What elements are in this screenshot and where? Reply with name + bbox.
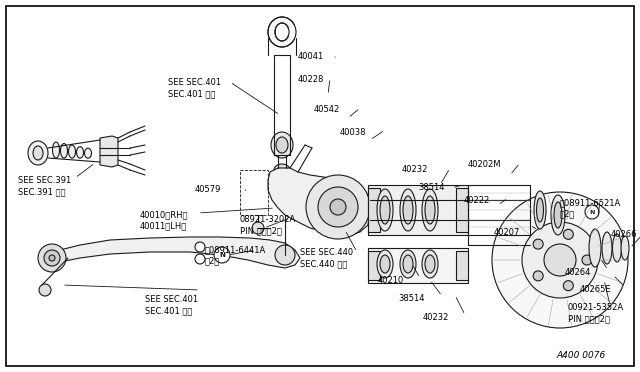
Circle shape [582, 255, 592, 265]
Ellipse shape [68, 145, 76, 158]
Circle shape [195, 242, 205, 252]
Ellipse shape [589, 229, 601, 267]
Ellipse shape [602, 232, 612, 264]
Text: 40038: 40038 [340, 128, 367, 137]
Bar [368, 251, 380, 280]
Circle shape [306, 175, 370, 239]
Circle shape [563, 229, 573, 239]
Circle shape [492, 192, 628, 328]
Text: SEE SEC.440
SEC.440 参照: SEE SEC.440 SEC.440 参照 [300, 248, 353, 269]
Circle shape [563, 281, 573, 291]
Ellipse shape [377, 250, 393, 278]
Circle shape [544, 244, 576, 276]
Text: 40264: 40264 [565, 268, 591, 277]
Circle shape [318, 187, 358, 227]
Circle shape [330, 199, 346, 215]
Ellipse shape [422, 189, 438, 231]
Text: 40579: 40579 [195, 185, 221, 194]
Text: 08921-3202A
PIN ピン（2）: 08921-3202A PIN ピン（2） [240, 215, 296, 236]
Text: 00921-5352A
PIN ピン（2）: 00921-5352A PIN ピン（2） [568, 303, 624, 324]
Polygon shape [268, 168, 370, 235]
Ellipse shape [274, 164, 290, 176]
Ellipse shape [52, 142, 60, 158]
Ellipse shape [400, 189, 416, 231]
Text: 40222: 40222 [464, 196, 490, 205]
Ellipse shape [380, 196, 390, 224]
Text: 40207: 40207 [494, 228, 520, 237]
Text: SEE SEC.401
SEC.401 参照: SEE SEC.401 SEC.401 参照 [145, 295, 198, 316]
Circle shape [275, 245, 295, 265]
Text: 40542: 40542 [314, 105, 340, 114]
Text: 38514: 38514 [418, 183, 445, 192]
Bar [456, 251, 468, 280]
Circle shape [533, 239, 543, 249]
Text: 40228: 40228 [298, 75, 324, 84]
Ellipse shape [534, 191, 546, 229]
Ellipse shape [276, 137, 288, 153]
Text: SEE SEC.391
SEC.391 参照: SEE SEC.391 SEC.391 参照 [18, 176, 71, 197]
Ellipse shape [377, 189, 393, 231]
Ellipse shape [400, 250, 416, 278]
Polygon shape [42, 237, 300, 268]
Text: N: N [589, 209, 595, 215]
Text: SEE SEC.401
SEC.401 参照: SEE SEC.401 SEC.401 参照 [168, 78, 221, 99]
Ellipse shape [380, 255, 390, 273]
Ellipse shape [554, 202, 562, 228]
Circle shape [214, 247, 230, 263]
Ellipse shape [33, 146, 43, 160]
Circle shape [533, 271, 543, 281]
Circle shape [585, 205, 599, 219]
Circle shape [49, 255, 55, 261]
Text: 40210: 40210 [378, 276, 404, 285]
Text: A400 0076: A400 0076 [556, 351, 605, 360]
Ellipse shape [621, 236, 629, 260]
Ellipse shape [403, 196, 413, 224]
Ellipse shape [77, 147, 83, 158]
Circle shape [39, 284, 51, 296]
Text: 40266: 40266 [611, 230, 637, 239]
Text: ⓝ08911-6441A
（2）: ⓝ08911-6441A （2） [205, 245, 266, 266]
Circle shape [252, 222, 264, 234]
Circle shape [195, 254, 205, 264]
Ellipse shape [268, 17, 296, 47]
Circle shape [38, 244, 66, 272]
Ellipse shape [28, 141, 48, 165]
Ellipse shape [425, 255, 435, 273]
Bar [456, 188, 468, 232]
Ellipse shape [612, 234, 621, 262]
Ellipse shape [271, 132, 293, 158]
Circle shape [522, 222, 598, 298]
Ellipse shape [275, 23, 289, 41]
Ellipse shape [536, 198, 543, 222]
Text: 40232: 40232 [423, 313, 449, 322]
Bar [368, 188, 380, 232]
Ellipse shape [551, 195, 565, 235]
Text: 38514: 38514 [398, 294, 424, 303]
Ellipse shape [61, 144, 67, 158]
Bar [368, 248, 468, 283]
Text: 40232: 40232 [402, 165, 428, 174]
Text: ⓝ08911-6521A
（2）: ⓝ08911-6521A （2） [560, 198, 621, 219]
Ellipse shape [422, 250, 438, 278]
Ellipse shape [84, 148, 92, 158]
Circle shape [44, 250, 60, 266]
Polygon shape [100, 136, 118, 167]
Ellipse shape [403, 255, 413, 273]
Text: N: N [219, 252, 225, 258]
Bar [368, 185, 468, 235]
Ellipse shape [425, 196, 435, 224]
Text: 40010（RH）
40011（LH）: 40010（RH） 40011（LH） [140, 210, 189, 231]
Text: 40202M: 40202M [468, 160, 502, 169]
Text: 40041: 40041 [298, 52, 324, 61]
Text: 40265E: 40265E [580, 285, 612, 294]
